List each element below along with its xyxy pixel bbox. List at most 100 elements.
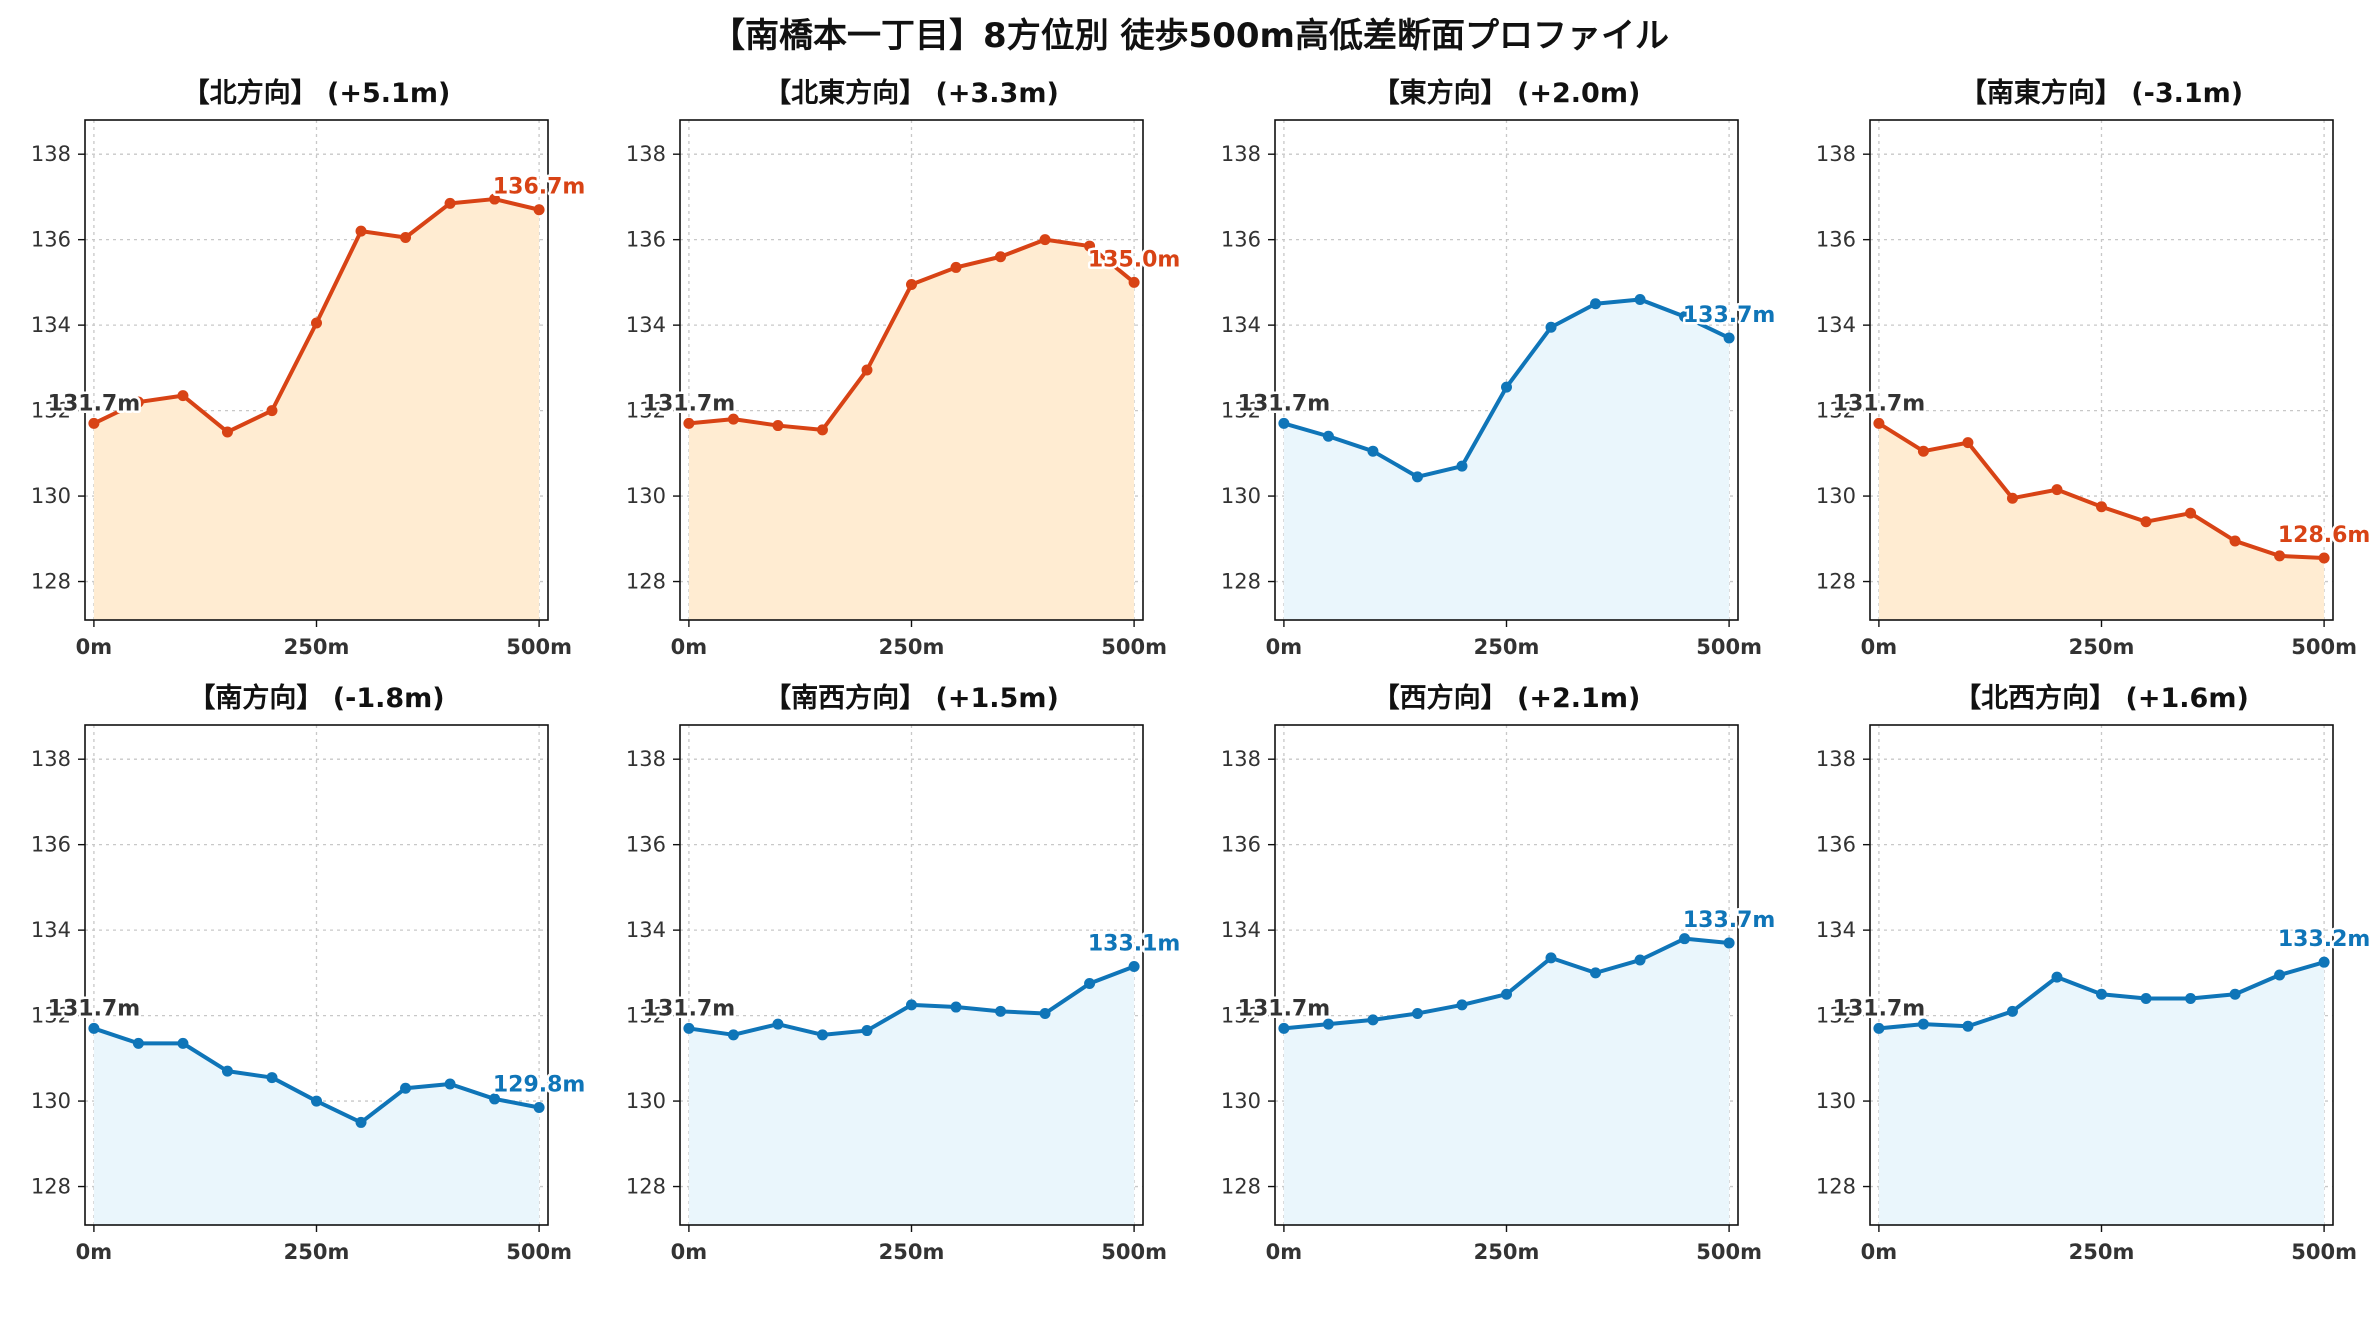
panel-title: 【北方向】 (+5.1m) [183, 77, 451, 109]
data-point [816, 1029, 828, 1041]
data-point [266, 405, 278, 417]
data-point [2096, 501, 2107, 513]
y-tick-label: 134 [1221, 313, 1261, 337]
profile-area [93, 1028, 540, 1225]
data-point [1962, 437, 1974, 449]
y-tick-label: 130 [31, 484, 71, 508]
data-point [1039, 234, 1051, 246]
data-point [1723, 937, 1735, 949]
x-tick-label: 0m [1861, 1240, 1898, 1264]
panel-title: 【西方向】 (+2.1m) [1373, 682, 1641, 714]
data-point [2229, 988, 2241, 1000]
data-point [1590, 298, 1602, 310]
data-point [1545, 952, 1557, 964]
data-point [683, 417, 695, 429]
start-label: 131.7m [1238, 391, 1331, 416]
x-tick-label: 0m [76, 1240, 113, 1264]
chart-panel-7: 【北西方向】 (+1.6m) 128 130 132 134 136 138 0m 250m 50… [1816, 682, 2373, 1264]
y-tick-label: 132 [1221, 1004, 1261, 1028]
data-point [1456, 460, 1468, 472]
data-point [132, 396, 144, 408]
data-point [816, 424, 828, 436]
chart-panel-3: 【南東方向】 (-3.1m) 128 130 132 134 136 138 0m 250m 50… [1816, 77, 2373, 659]
chart-panel-2: 【東方向】 (+2.0m) 128 130 132 134 136 138 0m 250m 500… [1221, 77, 1778, 659]
data-point [1128, 276, 1140, 288]
data-point [444, 197, 456, 209]
profile-area [1878, 423, 2325, 620]
y-tick-label: 136 [1221, 833, 1261, 857]
start-label: 131.7m [1833, 391, 1926, 416]
data-point [906, 999, 917, 1011]
x-tick-label: 250m [2069, 1240, 2135, 1264]
data-point [311, 1095, 322, 1107]
data-point [1501, 988, 1512, 1000]
y-tick-label: 128 [626, 1175, 666, 1199]
panel-title: 【南西方向】 (+1.5m) [764, 682, 1059, 714]
data-point [2274, 969, 2286, 981]
start-label: 131.7m [643, 391, 736, 416]
x-tick-label: 250m [1474, 1240, 1540, 1264]
start-label: 131.7m [1833, 996, 1926, 1021]
data-point [489, 193, 501, 205]
y-tick-label: 130 [1221, 484, 1261, 508]
data-point [1411, 1007, 1423, 1019]
end-label: 129.8m [493, 1072, 586, 1097]
start-label: 131.7m [48, 996, 141, 1021]
data-point [2096, 988, 2107, 1000]
data-point [1084, 978, 1096, 990]
y-tick-label: 130 [626, 484, 666, 508]
data-point [266, 1072, 278, 1084]
data-point [88, 1022, 100, 1034]
data-point [1456, 999, 1468, 1011]
y-tick-label: 134 [31, 313, 71, 337]
data-point [861, 1025, 873, 1037]
start-label: 131.7m [48, 391, 141, 416]
data-point [311, 317, 322, 329]
y-tick-label: 128 [626, 570, 666, 594]
data-point [1917, 1018, 1929, 1030]
data-point [1501, 381, 1512, 393]
y-tick-label: 130 [1221, 1089, 1261, 1113]
data-point [1679, 311, 1691, 323]
end-label: 133.1m [1088, 931, 1181, 956]
x-tick-label: 250m [284, 1240, 350, 1264]
data-point [444, 1078, 456, 1090]
x-tick-label: 0m [1266, 1240, 1303, 1264]
x-tick-label: 0m [671, 635, 708, 659]
data-point [727, 413, 739, 425]
x-tick-label: 250m [2069, 635, 2135, 659]
start-label: 131.7m [643, 996, 736, 1021]
profile-area [1878, 962, 2325, 1225]
y-tick-label: 130 [626, 1089, 666, 1113]
data-point [995, 1005, 1007, 1017]
y-tick-label: 128 [31, 570, 71, 594]
data-point [1084, 240, 1096, 252]
panel-title: 【東方向】 (+2.0m) [1373, 77, 1641, 109]
y-tick-label: 130 [1816, 484, 1856, 508]
data-point [1873, 1022, 1885, 1034]
x-tick-label: 250m [879, 1240, 945, 1264]
y-tick-label: 134 [626, 313, 666, 337]
x-tick-label: 500m [506, 635, 572, 659]
y-tick-label: 132 [626, 399, 666, 423]
y-tick-label: 132 [31, 399, 71, 423]
data-point [2318, 956, 2330, 968]
data-point [861, 364, 873, 376]
data-point [1723, 332, 1735, 344]
data-point [1278, 417, 1290, 429]
y-tick-label: 132 [1221, 399, 1261, 423]
data-point [772, 1018, 784, 1030]
y-tick-label: 138 [1221, 747, 1261, 771]
data-point [1367, 1014, 1379, 1026]
data-point [1679, 933, 1691, 945]
x-tick-label: 250m [1474, 635, 1540, 659]
data-point [2185, 993, 2197, 1005]
data-point [950, 261, 962, 273]
data-point [2006, 492, 2018, 504]
data-point [221, 1065, 233, 1077]
data-point [1873, 417, 1885, 429]
x-tick-label: 500m [1696, 635, 1762, 659]
data-point [2051, 971, 2063, 983]
y-tick-label: 134 [31, 918, 71, 942]
